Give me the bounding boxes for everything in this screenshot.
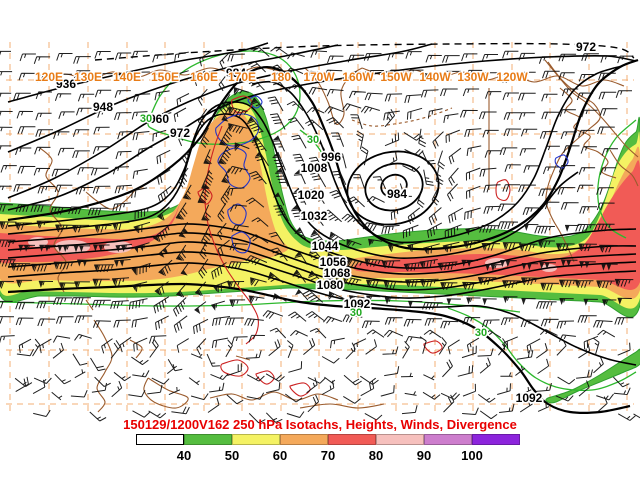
colorbar-cell — [424, 434, 472, 445]
colorbar — [136, 434, 520, 445]
height-contour — [7, 232, 637, 283]
coastline — [143, 377, 189, 409]
coastline — [299, 403, 385, 409]
contour-label: 1020 — [298, 188, 325, 202]
isotach-label: 30 — [140, 113, 152, 125]
height-contour — [7, 251, 637, 299]
longitude-label: 160E — [190, 70, 218, 84]
coastline — [559, 87, 617, 179]
divergence-contour-positive — [495, 179, 511, 202]
colorbar-cell — [136, 434, 184, 445]
divergence-contour-negative — [247, 95, 263, 109]
longitude-label: 140W — [419, 70, 451, 84]
longitude-label: 120E — [35, 70, 63, 84]
longitude-label: 130E — [74, 70, 102, 84]
colorbar-cell — [328, 434, 376, 445]
divergence-contour-positive — [423, 340, 443, 354]
coastline — [129, 339, 143, 359]
longitude-label: 120W — [496, 70, 528, 84]
isotach-label: 30 — [350, 307, 362, 319]
divergence-contour-positive — [220, 359, 249, 377]
height-contour — [7, 241, 637, 291]
height-contour — [7, 43, 433, 199]
divergence-contour-positive — [289, 382, 311, 397]
contour-label: 936 — [56, 77, 76, 91]
coastline — [39, 147, 67, 293]
contour-label: 972 — [576, 40, 596, 54]
coastline — [93, 319, 113, 413]
height-contour — [7, 282, 631, 414]
contour-label: 1092 — [516, 391, 543, 405]
coastline — [545, 61, 601, 263]
colorbar-tick: 70 — [320, 448, 336, 463]
colorbar-cell — [376, 434, 424, 445]
colorbar-tick: 80 — [368, 448, 384, 463]
longitude-label: 140E — [113, 70, 141, 84]
wind-barb-layer — [0, 46, 640, 424]
coastline — [85, 188, 137, 210]
colorbar-tick: 40 — [176, 448, 192, 463]
isotach-30-contours — [0, 50, 637, 392]
isotach-fill-40 — [545, 348, 640, 404]
wind-barb-staffs — [0, 46, 640, 424]
divergence-contour-negative — [227, 203, 247, 226]
height-contour — [251, 65, 623, 244]
colorbar-tick: 60 — [272, 448, 288, 463]
height-contour — [94, 42, 635, 61]
isotach-30-line — [0, 299, 521, 313]
contour-label: 1092 — [344, 297, 371, 311]
divergence-contour-negative — [231, 231, 251, 254]
colorbar-cell — [472, 434, 520, 445]
coastline — [235, 355, 251, 361]
label-layer: 9369489609729729849849961008102010321044… — [34, 38, 598, 407]
colorbar-tick: 50 — [224, 448, 240, 463]
contour-label: 984 — [226, 66, 246, 80]
coastline — [85, 299, 94, 311]
longitude-label: 170W — [303, 70, 335, 84]
longitude-label: 150E — [151, 70, 179, 84]
contour-label: 984 — [387, 187, 407, 201]
coastline — [209, 391, 339, 401]
colorbar-cell — [232, 434, 280, 445]
isotach-30-line — [147, 50, 301, 145]
colorbar-ticks: 40 50 60 70 80 90 100 — [136, 448, 520, 464]
coastline — [609, 149, 639, 187]
longitude-label: 170E — [228, 70, 256, 84]
longitude-label: 150W — [380, 70, 412, 84]
colorbar-tick: 90 — [416, 448, 432, 463]
height-contour-closed-low — [380, 173, 408, 199]
colorbar-cell — [184, 434, 232, 445]
contour-label: 972 — [170, 126, 190, 140]
coastline — [351, 107, 453, 127]
chart-title: 150129/1200V162 250 hPa Isotachs, Height… — [123, 417, 517, 432]
height-contour — [7, 42, 269, 103]
contour-label: 948 — [93, 100, 113, 114]
height-contour — [7, 223, 637, 275]
longitude-label: 130W — [457, 70, 489, 84]
colorbar-cell — [280, 434, 328, 445]
isotach-label: 30 — [475, 327, 487, 339]
longitude-label: 180 — [271, 70, 291, 84]
contour-label: 1068 — [324, 266, 351, 280]
height-contour — [7, 54, 637, 211]
isotach-30-line — [447, 307, 637, 392]
contour-label: 1032 — [301, 209, 328, 223]
isotach-30-line — [299, 129, 329, 167]
isotach-30-line — [597, 119, 637, 239]
isotach-label: 30 — [307, 134, 319, 146]
contour-label: 1044 — [312, 239, 339, 253]
height-contour — [7, 113, 637, 269]
divergence-contour-negative — [217, 147, 251, 189]
height-contour-layer — [7, 42, 639, 414]
contour-label: 1080 — [317, 278, 344, 292]
colorbar-tick: 100 — [461, 448, 483, 463]
contour-label: 960 — [149, 112, 169, 126]
contour-label: 996 — [321, 150, 341, 164]
contour-label: 1056 — [320, 255, 347, 269]
longitude-label: 160W — [342, 70, 374, 84]
contour-label: 1008 — [301, 161, 328, 175]
